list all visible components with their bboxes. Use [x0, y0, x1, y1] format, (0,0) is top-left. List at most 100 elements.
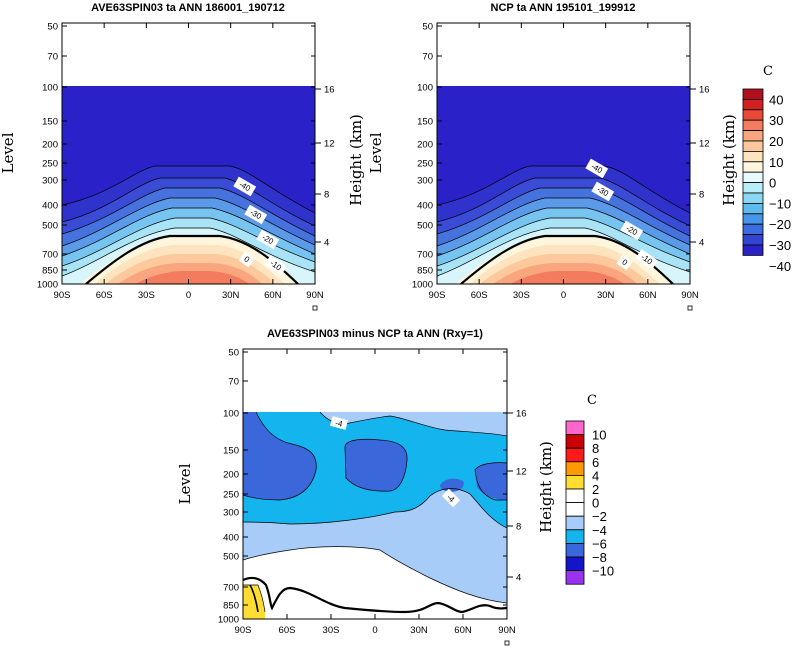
y2tick-label: 12 — [699, 139, 710, 150]
ytick-label: 250 — [223, 490, 239, 501]
ytick-label: 70 — [422, 52, 433, 63]
ytick-label: 850 — [223, 601, 239, 612]
diff-blob-left — [243, 412, 317, 500]
diff-blob-right — [475, 462, 507, 500]
colorbar-label: −20 — [769, 217, 791, 232]
colorbar-box — [742, 202, 764, 215]
ytick-label: 150 — [42, 117, 58, 128]
ytick-label: 700 — [417, 250, 433, 261]
panel-diff-axes: 50 70 100 150 200 250 300 400 500 700 850 1000 16 12 8… — [218, 348, 527, 646]
colorbar-temperature-unit: C — [763, 64, 773, 79]
ytick-label: 300 — [42, 176, 58, 187]
y2tick-label: 12 — [516, 467, 527, 478]
colorbar-label: −30 — [769, 238, 791, 253]
colorbar-box — [565, 515, 585, 531]
colorbar-label: −8 — [592, 550, 607, 565]
colorbar-label: −2 — [592, 509, 607, 524]
diff-zero-contour-small — [249, 584, 259, 613]
panel-right-ylabel: Level — [367, 132, 385, 173]
contour-lines — [437, 165, 690, 277]
panel-right-axes: 5070100150200250300400500700850100016128… — [412, 22, 710, 311]
panel-right-contour-labels: -40 -30 -20 -10 0 — [585, 158, 659, 271]
diff-yellow-patch — [243, 585, 265, 619]
colorbar-label: −4 — [592, 523, 607, 538]
diff-zero-contour — [243, 576, 507, 614]
colorbar-box — [742, 150, 764, 163]
y2tick-label: 12 — [324, 139, 335, 150]
colorbar-box — [742, 171, 764, 183]
ytick-label: 400 — [42, 201, 58, 212]
colorbar-box — [742, 140, 764, 152]
colorbar-temperature: C 40 30 20 10 0 −10 −20 −30 −40 — [742, 64, 791, 274]
ytick-label: 700 — [223, 583, 239, 594]
ytick-label: 1000 — [412, 280, 433, 291]
diff-top-light — [320, 412, 507, 436]
y2tick-label: 8 — [516, 522, 521, 533]
colorbar-box — [565, 488, 585, 504]
ytick-label: 150 — [417, 117, 433, 128]
colorbar-box — [565, 434, 585, 449]
ytick-label: 50 — [47, 22, 58, 33]
ytick-label: 400 — [417, 201, 433, 212]
panel-diff-contour-labels: -4 -4 — [329, 416, 461, 508]
xtick-label: 30S — [138, 290, 155, 301]
colorbar-box — [742, 213, 764, 225]
y2tick-label: 16 — [516, 409, 527, 420]
panel-left-axes: 5070100150200250300400500700850100016128… — [37, 22, 335, 311]
colorbar-box — [742, 130, 764, 142]
band-12 — [135, 271, 250, 284]
colorbar-label: 10 — [769, 155, 783, 170]
panel-left-ylabel: Level — [0, 132, 17, 173]
ytick-label: 250 — [417, 159, 433, 170]
clabel-0: 0 — [620, 257, 629, 267]
xtick-label: 30N — [410, 625, 428, 636]
panel-left-title: AVE63SPIN03 ta ANN 186001_190712 — [91, 2, 285, 14]
xtick-label: 30N — [597, 290, 615, 301]
panel-left-field — [62, 86, 315, 284]
ytick-label: 100 — [417, 83, 433, 94]
xtick-label: 30S — [323, 625, 340, 636]
colorbar-box — [742, 88, 764, 100]
xtick-label: 90N — [681, 290, 699, 301]
colorbar-box — [565, 556, 585, 572]
ytick-label: 200 — [417, 140, 433, 151]
y2tick-label: 4 — [516, 573, 521, 584]
panel-diff: AVE63SPIN03 minus NCP ta ANN (Rxy=1) — [176, 328, 555, 646]
colorbar-box — [565, 529, 585, 544]
panel-right: NCP ta ANN 195101_199912 — [367, 2, 738, 311]
colorbar-difference-unit: C — [587, 393, 597, 408]
ytick-label: 50 — [228, 348, 239, 359]
diff-blob-center — [344, 439, 408, 492]
y2tick-label: 16 — [324, 85, 335, 96]
xtick-label: 60S — [471, 290, 488, 301]
xtick-label: 60N — [264, 290, 282, 301]
panel-diff-y2label: Height (km) — [537, 441, 555, 533]
ytick-label: 400 — [223, 533, 239, 544]
ytick-label: 70 — [47, 52, 58, 63]
colorbar-box — [565, 543, 585, 558]
panel-right-y2label: Height (km) — [720, 114, 738, 206]
xtick-label: 30S — [513, 290, 530, 301]
colorbar-label: −6 — [592, 536, 607, 551]
colorbar-box — [742, 244, 764, 256]
ytick-label: 1000 — [37, 280, 58, 291]
colorbar-box — [742, 223, 764, 235]
colorbar-box — [742, 182, 764, 194]
colorbar-label: −10 — [592, 564, 614, 579]
panel-diff-field — [243, 412, 507, 619]
xtick-label: 60N — [454, 625, 472, 636]
ytick-label: 200 — [223, 470, 239, 481]
y2tick-label: 8 — [699, 190, 704, 201]
panel-right-field — [437, 86, 690, 284]
xtick-label: 60S — [279, 625, 296, 636]
panel-diff-ylabel: Level — [176, 463, 194, 504]
ytick-label: 500 — [223, 552, 239, 563]
clabel-diff-m4-top: -4 — [334, 418, 344, 429]
xtick-label: 60S — [96, 290, 113, 301]
ytick-label: 850 — [417, 266, 433, 277]
colorbar-label: 40 — [769, 92, 783, 107]
xtick-label: 90S — [54, 290, 71, 301]
panel-left-y2label: Height (km) — [347, 114, 365, 206]
